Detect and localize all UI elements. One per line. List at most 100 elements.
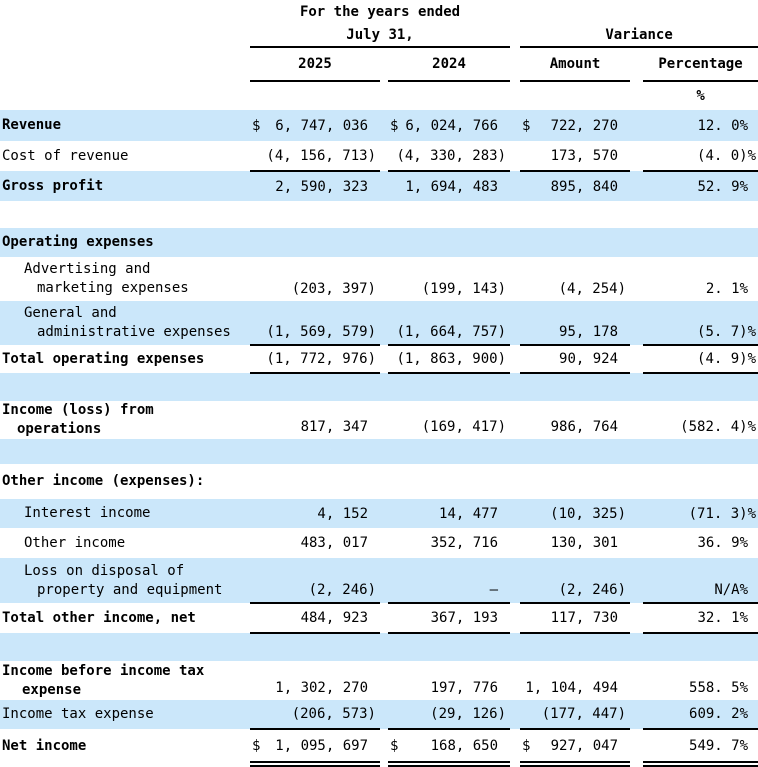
- cell-amount: 986, 764: [520, 401, 630, 439]
- cell-v2025: 4, 152: [250, 499, 380, 528]
- cell-value: 2, 590, 323: [275, 178, 368, 195]
- cell-value: 722, 270: [550, 117, 619, 134]
- period-header-line1: For the years ended: [299, 4, 461, 20]
- cell-pct: 12. 0%: [643, 110, 758, 141]
- table-row: Loss on disposal of property and equipmen…: [0, 558, 758, 604]
- cell-value: 90, 924: [559, 351, 619, 367]
- cell-amount: 173, 570: [520, 141, 631, 172]
- column-gap: [380, 661, 388, 700]
- table-row: Income tax expense (206, 573) (29, 126) (17…: [0, 700, 758, 730]
- cell-amount: (2, 246): [520, 558, 631, 604]
- column-gap: [630, 141, 643, 171]
- column-gap: [630, 110, 643, 141]
- column-gap: [510, 171, 520, 201]
- cell-pct: 549. 7%: [643, 729, 758, 767]
- cell-v2024: $6, 024, 766: [388, 110, 510, 141]
- currency-symbol: $: [390, 737, 399, 754]
- cell-value: —: [489, 582, 499, 598]
- cell-v2024: $168, 650: [388, 729, 511, 767]
- row-label: Interest income: [0, 499, 250, 528]
- cell-value: (4. 0)%: [697, 147, 757, 164]
- row-label: Revenue: [0, 110, 250, 141]
- column-gap: [380, 301, 388, 345]
- cell-value: 1, 694, 483: [405, 178, 499, 195]
- cell-value: (1, 772, 976): [266, 351, 376, 367]
- column-gap: [510, 345, 520, 373]
- cell-value: 1, 104, 494: [525, 680, 619, 696]
- cell-amount: 1, 104, 494: [520, 661, 630, 700]
- table-header: For the years ended July 31, Variance 20…: [0, 0, 758, 110]
- row-label-line: Total other income, net: [2, 609, 196, 626]
- cell-pct: 36. 9%: [643, 528, 758, 558]
- cell-value: (169, 417): [421, 419, 507, 435]
- table-row: General and administrative expenses (1, 56…: [0, 301, 758, 346]
- cell-value: 12. 0%: [697, 117, 749, 134]
- row-label-line: Loss on disposal of: [24, 562, 185, 579]
- cell-amount: 90, 924: [520, 345, 631, 374]
- row-label-line: Income (loss) from: [2, 402, 154, 418]
- cell-value: 927, 047: [550, 737, 619, 754]
- currency-symbol: $: [522, 117, 531, 134]
- row-label-line: Other income: [24, 534, 126, 551]
- cell-value: 1, 095, 697: [275, 737, 368, 754]
- column-header-percentage: Percentage: [643, 47, 758, 82]
- row-label: Other income (expenses):: [0, 464, 250, 499]
- currency-symbol: $: [252, 737, 261, 754]
- cell-value: 549. 7%: [689, 737, 749, 754]
- cell-pct: (4. 9)%: [643, 345, 758, 374]
- cell-pct: 52. 9%: [643, 171, 758, 201]
- cell-value: 558. 5%: [689, 680, 749, 696]
- header-row-columns: 2025 2024 Amount Percentage: [0, 47, 758, 82]
- cell-value: (1, 664, 757): [396, 324, 507, 340]
- column-header-2024: 2024: [388, 47, 511, 82]
- column-gap: [510, 729, 520, 764]
- variance-group-header: Variance: [520, 24, 758, 48]
- column-gap: [380, 700, 388, 729]
- table-row: Interest income 4, 152 14, 477 (10, 325) (71…: [0, 499, 758, 528]
- column-gap: [380, 110, 388, 141]
- column-gap: [380, 499, 388, 528]
- table-row: Operating expenses: [0, 228, 758, 257]
- column-gap: [630, 661, 643, 700]
- cell-value: (10, 325): [550, 505, 627, 522]
- cell-value: N/A%: [714, 582, 749, 598]
- cell-value: (4, 254): [558, 281, 627, 297]
- cell-value: (2, 246): [308, 582, 376, 598]
- cell-value: 352, 716: [430, 535, 499, 551]
- cell-value: (1, 569, 579): [266, 324, 376, 340]
- column-gap: [510, 603, 520, 633]
- cell-value: (4, 156, 713): [266, 147, 376, 164]
- column-gap: [510, 228, 520, 257]
- cell-value: 817, 347: [300, 419, 368, 435]
- cell-v2024: (4, 330, 283): [388, 141, 511, 172]
- cell-v2025: 1, 302, 270: [250, 661, 380, 700]
- cell-value: (29, 126): [430, 706, 507, 722]
- table-row: Revenue $6, 747, 036 $6, 024, 766 $722, 270…: [0, 110, 758, 141]
- cell-v2025: (1, 772, 976): [250, 345, 380, 374]
- cell-v2025: 484, 923: [250, 603, 380, 634]
- percent-symbol-header: %: [696, 88, 705, 104]
- header-row-period-1: For the years ended: [0, 0, 758, 24]
- cell-value: (206, 573): [291, 706, 376, 722]
- spacer-cell: [0, 201, 758, 228]
- spacer-row: [0, 439, 758, 464]
- column-gap: [380, 528, 388, 558]
- column-gap: [630, 729, 643, 764]
- cell-value: 52. 9%: [697, 178, 749, 195]
- column-gap: [630, 603, 643, 633]
- row-label-line: Income tax expense: [2, 706, 154, 722]
- row-label: General and administrative expenses: [0, 301, 250, 345]
- cell-v2024: 14, 477: [388, 499, 510, 528]
- cell-v2025: $1, 095, 697: [250, 729, 380, 767]
- cell-value: 367, 193: [430, 610, 499, 626]
- cell-amount: (10, 325): [520, 499, 630, 528]
- cell-pct: N/A%: [643, 558, 758, 604]
- cell-value: (5. 7)%: [697, 324, 757, 340]
- column-gap: [630, 228, 643, 257]
- row-label-line: Operating expenses: [2, 234, 154, 250]
- cell-pct: (71. 3)%: [643, 499, 758, 528]
- column-gap: [380, 558, 388, 603]
- cell-amount: (4, 254): [520, 257, 630, 301]
- cell-value: (199, 143): [421, 281, 507, 297]
